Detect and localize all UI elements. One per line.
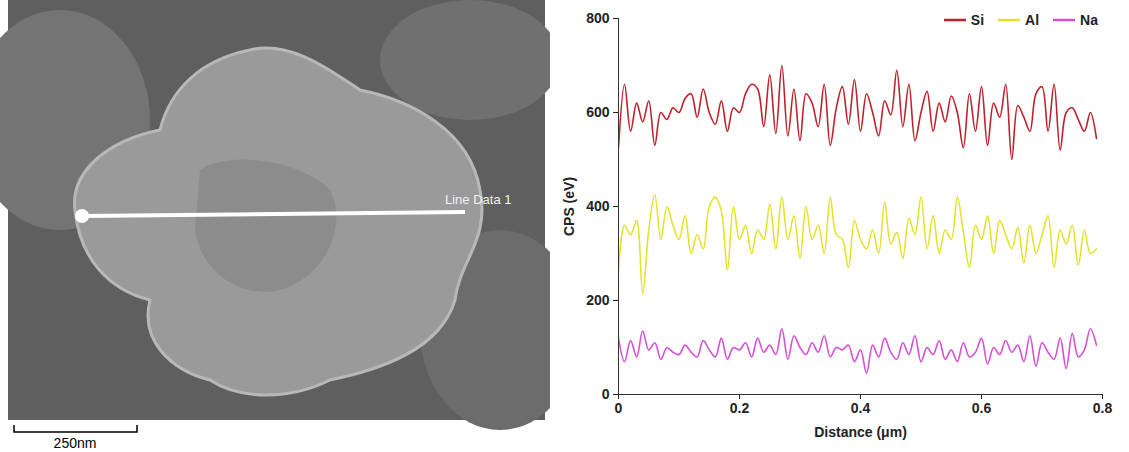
html-text:Al: Al: [1025, 12, 1040, 28]
html-text:Si: Si: [970, 12, 985, 28]
svg-text:0.4: 0.4: [851, 400, 871, 416]
svg-text:200: 200: [586, 292, 610, 308]
svg-text:400: 400: [586, 198, 610, 214]
svg-text:250nm: 250nm: [54, 435, 97, 451]
svg-text:800: 800: [586, 10, 610, 26]
svg-text:0: 0: [615, 400, 623, 416]
svg-text:Line Data 1: Line Data 1: [445, 192, 512, 207]
svg-text:CPS (eV): CPS (eV): [561, 177, 577, 236]
svg-text:0.2: 0.2: [730, 400, 750, 416]
svg-text:Distance (μm): Distance (μm): [814, 424, 907, 440]
svg-text:0: 0: [602, 386, 610, 402]
svg-text:0.8: 0.8: [1093, 400, 1113, 416]
svg-text:600: 600: [586, 104, 610, 120]
html-text:Na: Na: [1080, 12, 1098, 28]
svg-text:0.6: 0.6: [972, 400, 992, 416]
